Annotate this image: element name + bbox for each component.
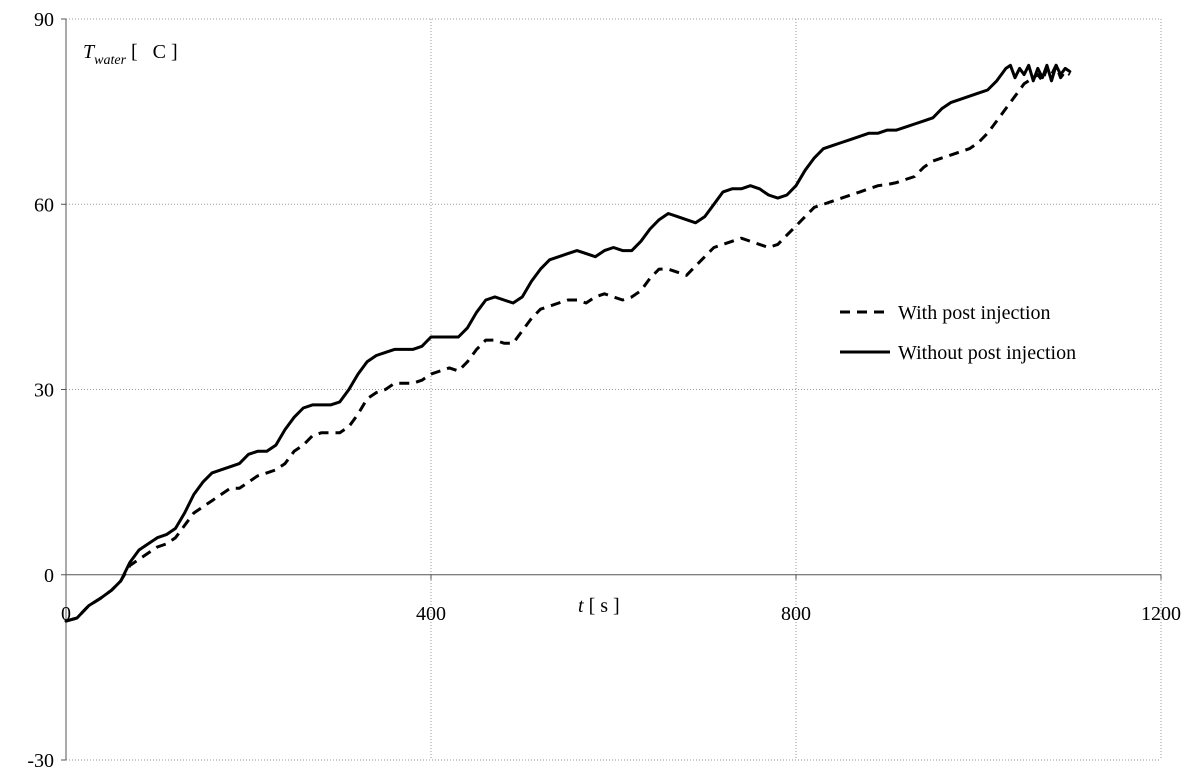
x-tick-label: 800 [781, 603, 811, 625]
series-lines [64, 63, 1072, 623]
x-tick-label: 400 [416, 603, 446, 625]
y-axis-title: Twater [ C ] [83, 41, 178, 68]
y-tick-label: 0 [44, 565, 54, 587]
x-tick-label: 1200 [1141, 603, 1181, 625]
x-tick-label: 0 [61, 603, 71, 625]
x-axis-title: t [ s ] [578, 595, 620, 617]
gridlines [66, 18, 1162, 761]
legend-label-without-post-injection: Without post injection [898, 342, 1076, 364]
y-tick-label: 60 [34, 194, 54, 216]
series-line-without-post-injection [64, 63, 1072, 623]
series-line-with-post-injection [65, 63, 1071, 623]
legend-label-with-post-injection: With post injection [898, 302, 1051, 324]
legend: With post injection Without post injecti… [840, 302, 1076, 364]
y-tick-label: 30 [34, 380, 54, 402]
axes [61, 18, 1162, 761]
y-tick-label: -30 [27, 750, 54, 772]
tick-labels: -30 0 30 60 90 0 400 800 1200 [27, 9, 1181, 772]
y-tick-label: 90 [34, 9, 54, 31]
